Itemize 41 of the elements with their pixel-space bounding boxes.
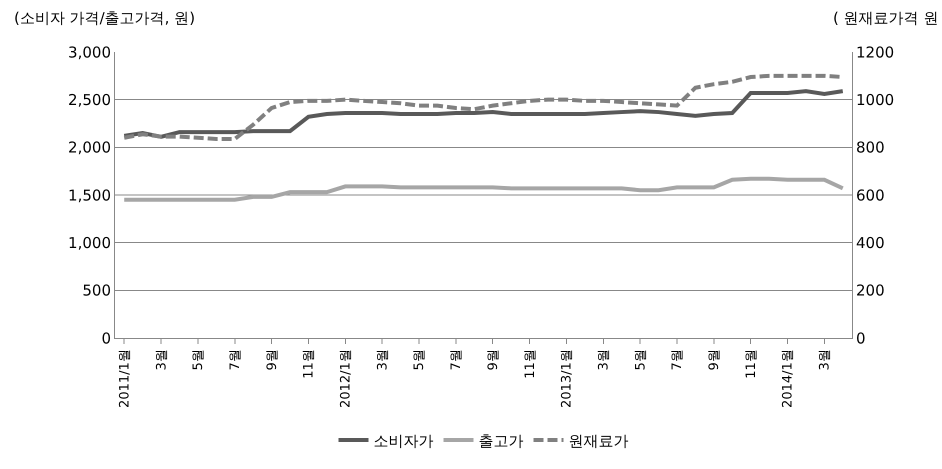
- y2-tick-label: 200: [856, 282, 885, 300]
- x-tick-label: 3월: [818, 349, 833, 370]
- x-tick-label: 3월: [375, 349, 390, 370]
- x-tick-label: 11월: [302, 349, 317, 379]
- x-tick-label: 9월: [707, 349, 722, 370]
- y2-tick-label: 1000: [856, 90, 894, 109]
- y-tick-label: 3,000: [68, 43, 111, 62]
- legend-label: 소비자가: [374, 432, 434, 450]
- y-tick-label: 2,500: [68, 90, 111, 109]
- y-tick-label: 2,000: [68, 138, 111, 157]
- x-tick-label: 2013/1월: [560, 349, 575, 408]
- x-tick-label: 5월: [191, 349, 206, 370]
- y-tick-label: 1,500: [68, 186, 111, 204]
- x-tick-label: 7월: [228, 349, 243, 370]
- line-series: [122, 176, 845, 202]
- x-tick-label: 9월: [486, 349, 501, 370]
- x-tick-label: 7월: [670, 349, 686, 370]
- y-axis-title: (소비자 가격/출고가격, 원): [14, 9, 196, 27]
- y-tick-label: 500: [82, 282, 111, 300]
- x-tick-label: 2012/1월: [338, 349, 354, 408]
- x-tick-label: 11월: [522, 349, 538, 379]
- y2-tick-label: 1200: [856, 43, 894, 62]
- x-tick-label: 7월: [449, 349, 464, 370]
- y2-tick-label: 600: [856, 186, 885, 204]
- x-tick-label: 2011/1월: [117, 349, 132, 408]
- legend-label: 원재료가: [568, 432, 628, 450]
- x-tick-label: 5월: [412, 349, 428, 370]
- x-tick-label: 11월: [744, 349, 759, 379]
- x-tick-label: 2014/1월: [780, 349, 796, 408]
- y-tick-label: 1,000: [68, 234, 111, 252]
- x-tick-label: 3월: [154, 349, 170, 370]
- x-tick-label: 3월: [596, 349, 612, 370]
- y2-tick-label: 400: [856, 234, 885, 252]
- y2-axis-title: ( 원재료가격 원: [833, 9, 938, 27]
- y-tick-label: 0: [101, 329, 111, 348]
- line-series: [122, 89, 845, 139]
- x-tick-label: 9월: [264, 349, 280, 370]
- x-tick-label: 5월: [633, 349, 648, 370]
- legend-label: 출고가: [478, 432, 524, 450]
- y2-tick-label: 0: [856, 329, 866, 348]
- y2-tick-label: 800: [856, 138, 885, 157]
